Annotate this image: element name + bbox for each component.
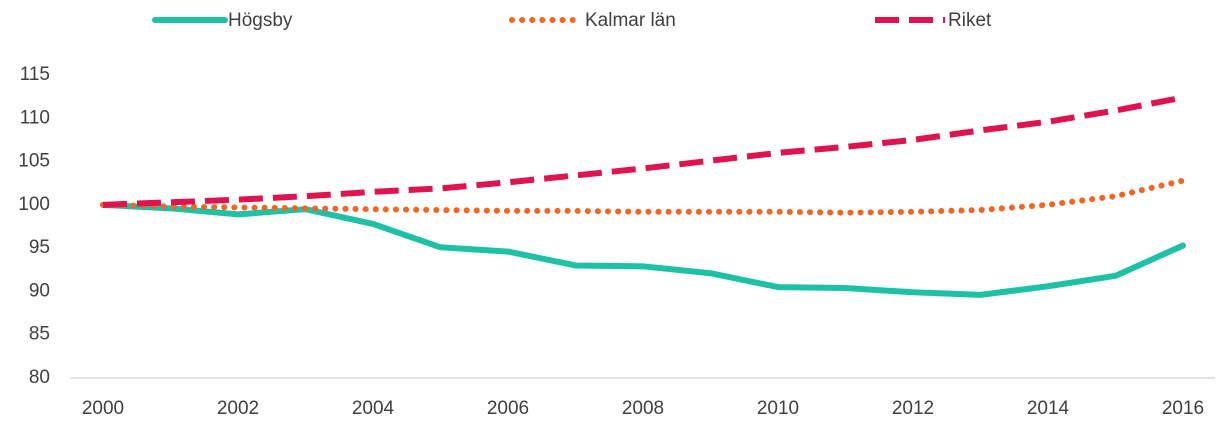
x-tick-label: 2002 — [217, 398, 259, 419]
x-tick-label: 2012 — [892, 398, 934, 419]
series-line — [100, 177, 1186, 216]
legend-label: Högsby — [228, 10, 293, 31]
y-tick-label: 80 — [29, 367, 50, 388]
legend-label: Kalmar län — [585, 10, 676, 31]
y-tick-label: 90 — [29, 280, 50, 301]
y-tick-label: 95 — [29, 237, 50, 258]
series-line — [100, 201, 1186, 298]
y-tick-label: 100 — [18, 194, 50, 215]
x-tick-label: 2016 — [1162, 398, 1204, 419]
x-tick-label: 2014 — [1027, 398, 1070, 419]
x-tick-label: 2008 — [622, 398, 664, 419]
y-tick-label: 105 — [18, 151, 50, 172]
y-tick-label: 85 — [29, 324, 50, 345]
series-line — [102, 94, 1184, 208]
x-tick-label: 2000 — [82, 398, 124, 419]
x-tick-label: 2010 — [757, 398, 799, 419]
y-tick-label: 110 — [20, 107, 50, 128]
legend-label: Riket — [948, 10, 992, 31]
x-tick-label: 2006 — [487, 398, 529, 419]
y-tick-label: 115 — [20, 64, 50, 85]
x-tick-label: 2004 — [352, 398, 395, 419]
